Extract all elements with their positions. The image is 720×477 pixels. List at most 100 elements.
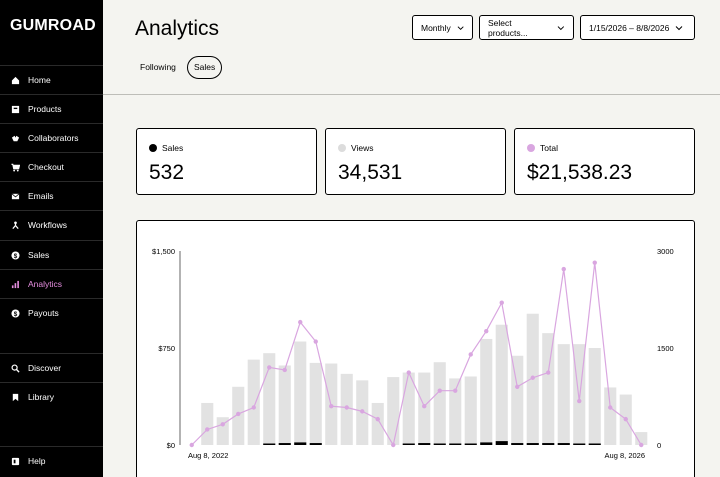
sidebar-item-workflows[interactable]: Workflows	[0, 210, 103, 239]
sidebar-item-label: Products	[28, 104, 62, 114]
total-legend-dot	[527, 144, 535, 152]
total-point[interactable]	[592, 260, 597, 265]
total-point[interactable]	[499, 300, 504, 305]
date-range-select[interactable]: 1/15/2026 – 8/8/2026	[580, 15, 695, 40]
analytics-chart[interactable]: $1,500 $750 $0 3000 1500 0 Aug 8, 2022 A…	[137, 221, 694, 477]
sales-bar	[542, 443, 555, 445]
total-point[interactable]	[484, 328, 489, 334]
sales-bar	[402, 443, 415, 445]
total-point[interactable]	[468, 352, 473, 357]
sidebar-item-label: Workflows	[28, 220, 68, 230]
gumroad-logo[interactable]: GUMROAD	[10, 17, 96, 34]
tab-following[interactable]: Following	[140, 62, 176, 72]
products-select[interactable]: Select products...	[479, 15, 574, 40]
sidebar-item-discover[interactable]: Discover	[0, 353, 103, 382]
sidebar-item-label: Sales	[28, 250, 50, 260]
total-point[interactable]	[344, 405, 349, 410]
left-axis-tick: $1,500	[152, 247, 175, 256]
sales-bar	[263, 443, 276, 445]
total-point[interactable]	[437, 388, 442, 393]
total-point[interactable]	[329, 404, 334, 409]
total-point[interactable]	[236, 411, 241, 417]
sales-stat-label: Sales	[149, 143, 183, 153]
total-line-path	[191, 262, 642, 447]
total-point[interactable]	[577, 398, 582, 404]
home-icon	[10, 75, 20, 85]
total-point[interactable]	[267, 365, 272, 370]
sales-bar	[557, 443, 570, 445]
views-bar	[371, 402, 384, 445]
total-point[interactable]	[313, 339, 318, 344]
total-point[interactable]	[205, 427, 210, 432]
chevron-down-icon	[676, 25, 683, 30]
sidebar-item-checkout[interactable]: Checkout	[0, 152, 103, 181]
total-point[interactable]	[375, 416, 380, 422]
views-bar	[480, 338, 493, 445]
total-point[interactable]	[639, 442, 644, 448]
chart-axes: $1,500 $750 $0 3000 1500 0 Aug 8, 2022 A…	[152, 247, 674, 460]
right-axis-tick: 1500	[657, 344, 674, 353]
total-stat-label-text: Total	[540, 143, 558, 153]
page-header: Analytics Following Sales Monthly Select…	[103, 0, 720, 95]
sales-stat-label-text: Sales	[162, 143, 184, 153]
sidebar-item-library[interactable]: Library	[0, 382, 103, 411]
total-point[interactable]	[406, 370, 411, 375]
sidebar-item-analytics[interactable]: Analytics	[0, 269, 103, 298]
views-stat-value: 34,531	[338, 161, 403, 184]
total-point[interactable]	[515, 384, 520, 389]
sidebar: GUMROAD Home Products Collaborators Chec…	[0, 0, 103, 477]
sales-bar	[495, 441, 508, 445]
sidebar-item-home[interactable]: Home	[0, 65, 103, 94]
tab-sales[interactable]: Sales	[187, 56, 223, 79]
total-point[interactable]	[546, 370, 551, 375]
total-point[interactable]	[220, 422, 225, 427]
svg-text:$: $	[13, 311, 17, 318]
views-bar	[557, 344, 570, 445]
total-point[interactable]	[561, 266, 566, 272]
sales-bar	[464, 443, 477, 445]
sidebar-item-collaborators[interactable]: Collaborators	[0, 123, 103, 152]
views-bars	[201, 313, 648, 445]
products-select-value: Select products...	[488, 17, 528, 38]
total-point[interactable]	[422, 404, 427, 409]
views-bar	[418, 372, 431, 445]
sidebar-item-products[interactable]: Products	[0, 94, 103, 123]
sales-bar	[433, 443, 446, 445]
total-point[interactable]	[251, 405, 256, 410]
total-point[interactable]	[608, 405, 613, 410]
sales-bars	[263, 441, 601, 445]
sidebar-item-payouts[interactable]: $ Payouts	[0, 298, 103, 327]
date-range-value: 1/15/2026 – 8/8/2026	[589, 22, 670, 33]
total-stat-label: Total	[527, 143, 558, 153]
total-point[interactable]	[530, 375, 535, 380]
sidebar-item-label: Collaborators	[28, 133, 79, 143]
views-bar	[542, 333, 555, 445]
sales-bar	[588, 443, 601, 445]
sidebar-item-help[interactable]: Help	[0, 446, 103, 475]
products-icon	[10, 104, 20, 114]
sales-legend-dot	[149, 144, 157, 152]
total-point[interactable]	[623, 416, 628, 422]
sidebar-item-sales[interactable]: $ Sales	[0, 240, 103, 269]
sidebar-item-emails[interactable]: Emails	[0, 181, 103, 210]
dollar-icon: $	[10, 250, 20, 260]
sales-bar	[511, 443, 524, 445]
total-point[interactable]	[360, 409, 365, 414]
views-bar	[201, 402, 214, 445]
left-axis-tick: $0	[167, 441, 175, 450]
total-point[interactable]	[282, 367, 287, 373]
views-bar	[495, 324, 508, 445]
total-point[interactable]	[189, 442, 194, 448]
sidebar-item-label: Library	[28, 392, 54, 402]
total-point[interactable]	[298, 319, 303, 325]
total-point[interactable]	[391, 442, 396, 448]
period-select[interactable]: Monthly	[412, 15, 473, 40]
total-line	[189, 260, 644, 448]
total-point[interactable]	[453, 388, 458, 393]
search-icon	[10, 363, 20, 373]
page-title: Analytics	[135, 17, 220, 40]
views-stat-card: Views 34,531	[325, 128, 506, 195]
views-bar	[294, 341, 307, 445]
views-stat-label: Views	[338, 143, 374, 153]
